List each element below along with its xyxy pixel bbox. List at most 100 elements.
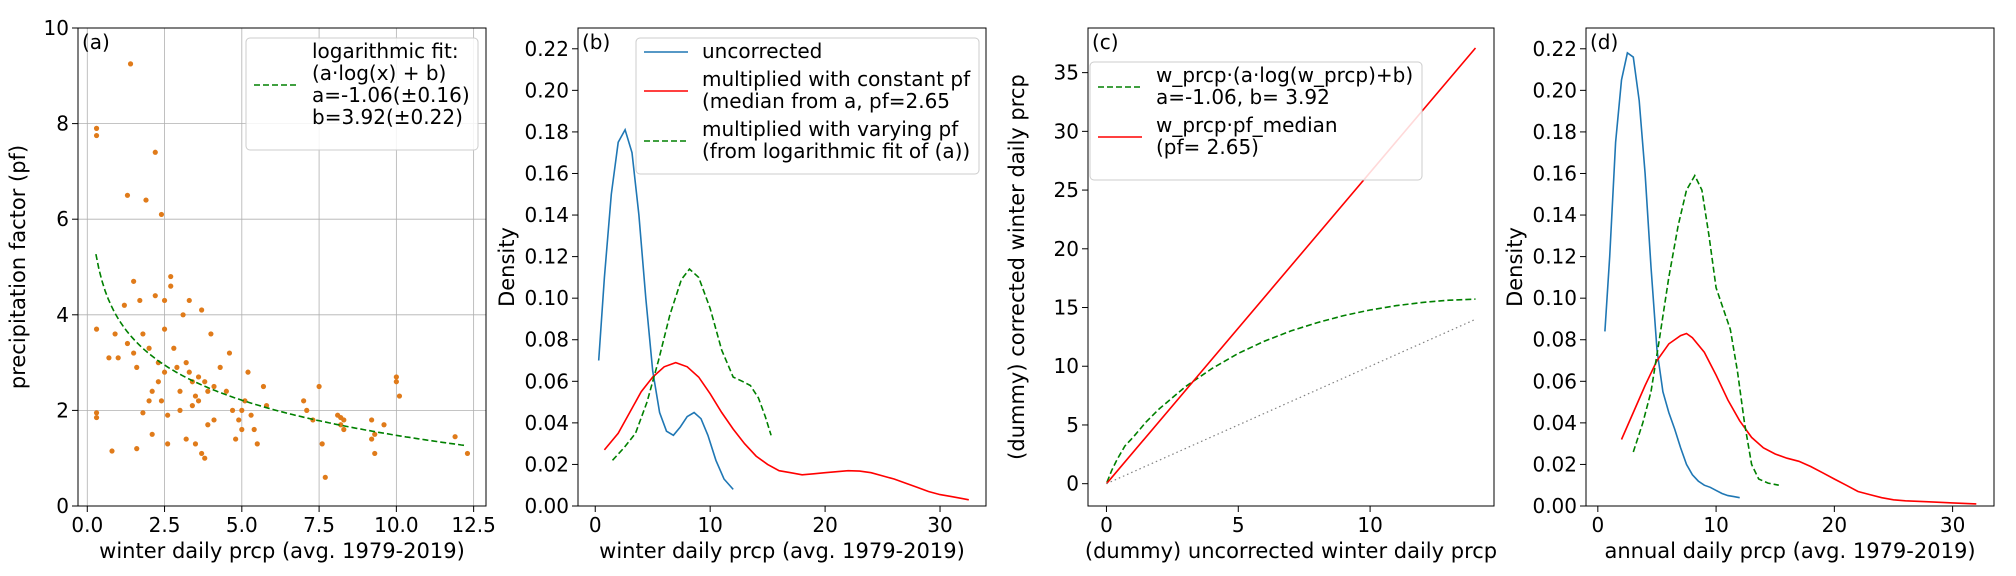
- scatter-point: [134, 446, 140, 452]
- scatter-point: [183, 360, 189, 366]
- y-tick-label: 0.18: [524, 120, 569, 144]
- y-tick-label: 20: [1054, 237, 1079, 261]
- scatter-point: [229, 407, 236, 413]
- series-line-0: [597, 127, 734, 490]
- scatter-point: [239, 407, 245, 413]
- scatter-point: [124, 340, 131, 347]
- scatter-point: [158, 398, 165, 404]
- scatter-point: [177, 407, 183, 413]
- panel-tag-label: (d): [1590, 30, 1618, 54]
- scatter-point: [112, 331, 118, 337]
- y-tick-label: 25: [1054, 178, 1079, 202]
- legend-entry-text: (pf= 2.65): [1156, 135, 1259, 159]
- scatter-point: [121, 302, 127, 308]
- y-tick-label: 0.12: [524, 245, 569, 269]
- plot-area: [93, 61, 471, 480]
- series-line-1: [1620, 332, 1977, 505]
- legend-entry-text: (a·log(x) + b): [312, 61, 446, 85]
- x-tick-label: 0: [1100, 513, 1113, 537]
- y-tick-label: 0.02: [524, 452, 569, 476]
- scatter-point: [192, 441, 199, 447]
- scatter-point: [149, 431, 155, 437]
- legend: uncorrected multiplied with constant pf(m…: [635, 37, 980, 175]
- panel-tag-label: (b): [582, 30, 610, 54]
- panel-b: 0 10 20 30 0.00 0.02 0.04 0.06 0.08 0.10 0.12 0.14 0…: [495, 27, 987, 563]
- scatter-point: [452, 434, 458, 440]
- legend-entry-text: w_prcp·pf_median: [1156, 113, 1338, 137]
- legend-entry-text: uncorrected: [702, 39, 822, 63]
- scatter-point: [93, 410, 100, 416]
- panel-a: 0.0 2.5 5.0 7.5 10.0 12.5 0 2 4 6 8 10 winter daily …: [6, 16, 496, 563]
- y-tick-label: 0.06: [1532, 369, 1577, 393]
- y-tick-label: 0.06: [524, 369, 569, 393]
- scatter-point: [140, 410, 146, 416]
- y-tick-label: 30: [1054, 119, 1079, 143]
- x-tick-label: 5: [1232, 513, 1245, 537]
- x-tick-label: 10.0: [374, 513, 419, 537]
- y-tick-label: 0.10: [1532, 286, 1577, 310]
- scatter-point: [152, 293, 158, 299]
- scatter-point: [226, 350, 233, 356]
- scatter-point: [158, 211, 165, 218]
- x-tick-label: 20: [812, 513, 837, 537]
- scatter-point: [381, 422, 387, 428]
- legend-entry-text: (from logarithmic fit of (a)): [702, 139, 970, 163]
- scatter-point: [301, 398, 307, 404]
- legend: w_prcp·(a·log(w_prcp)+b)a=-1.06, b= 3.92…: [1089, 61, 1423, 181]
- y-tick-label: 0.20: [1532, 78, 1577, 102]
- y-tick-label: 10: [1054, 354, 1079, 378]
- scatter-point: [372, 431, 378, 437]
- scatter-point: [211, 417, 217, 423]
- scatter-point: [322, 474, 328, 480]
- scatter-point: [242, 398, 248, 404]
- scatter-point: [223, 388, 229, 394]
- scatter-point: [161, 369, 168, 375]
- y-tick-label: 2: [56, 398, 69, 422]
- scatter-point: [369, 417, 375, 423]
- x-tick-label: 10: [697, 513, 722, 537]
- y-axis-label: Density: [1503, 227, 1527, 307]
- scatter-point: [393, 374, 399, 380]
- axes-frame: [1585, 27, 1995, 507]
- scatter-point: [183, 436, 189, 442]
- x-tick-label: 2.5: [149, 513, 181, 537]
- scatter-point: [217, 364, 223, 370]
- fit-curve-line: [95, 253, 465, 447]
- scatter-point: [93, 125, 100, 131]
- scatter-point: [146, 398, 152, 404]
- y-tick-label: 0.18: [1532, 120, 1577, 144]
- scatter-point: [152, 149, 158, 155]
- scatter-point: [245, 369, 251, 375]
- scatter-point: [93, 132, 100, 139]
- scatter-point: [149, 388, 155, 394]
- legend-entry-text: multiplied with constant pf: [702, 67, 971, 91]
- scatter-point: [168, 283, 174, 289]
- legend-entry-text: a=-1.06(±0.16): [312, 83, 470, 107]
- axes-frame: [1087, 27, 1495, 507]
- scatter-point: [199, 450, 205, 457]
- scatter-point: [202, 455, 208, 461]
- plot-area: [597, 127, 969, 501]
- x-axis-label: winter daily prcp (avg. 1979-2019): [99, 539, 465, 563]
- y-tick-label: 0.14: [524, 203, 569, 227]
- scatter-point: [165, 412, 171, 418]
- y-axis-label: Density: [495, 227, 519, 307]
- scatter-point: [161, 326, 168, 332]
- legend-box: [635, 37, 980, 175]
- scatter-point: [146, 345, 152, 351]
- scatter-point: [186, 369, 192, 375]
- series-line-0: [1604, 51, 1740, 499]
- y-tick-label: 0: [1066, 472, 1079, 496]
- x-tick-label: 0: [1591, 513, 1604, 537]
- x-axis-label: (dummy) uncorrected winter daily prcp: [1085, 539, 1497, 563]
- scatter-point: [195, 398, 202, 404]
- y-tick-label: 0: [56, 494, 69, 518]
- x-axis-label: annual daily prcp (avg. 1979-2019): [1604, 539, 1975, 563]
- scatter-point: [236, 417, 242, 423]
- scatter-point: [199, 307, 205, 313]
- x-tick-label: 0: [589, 513, 602, 537]
- y-tick-label: 0.16: [524, 161, 569, 185]
- scatter-point: [93, 326, 100, 332]
- scatter-point: [155, 379, 161, 385]
